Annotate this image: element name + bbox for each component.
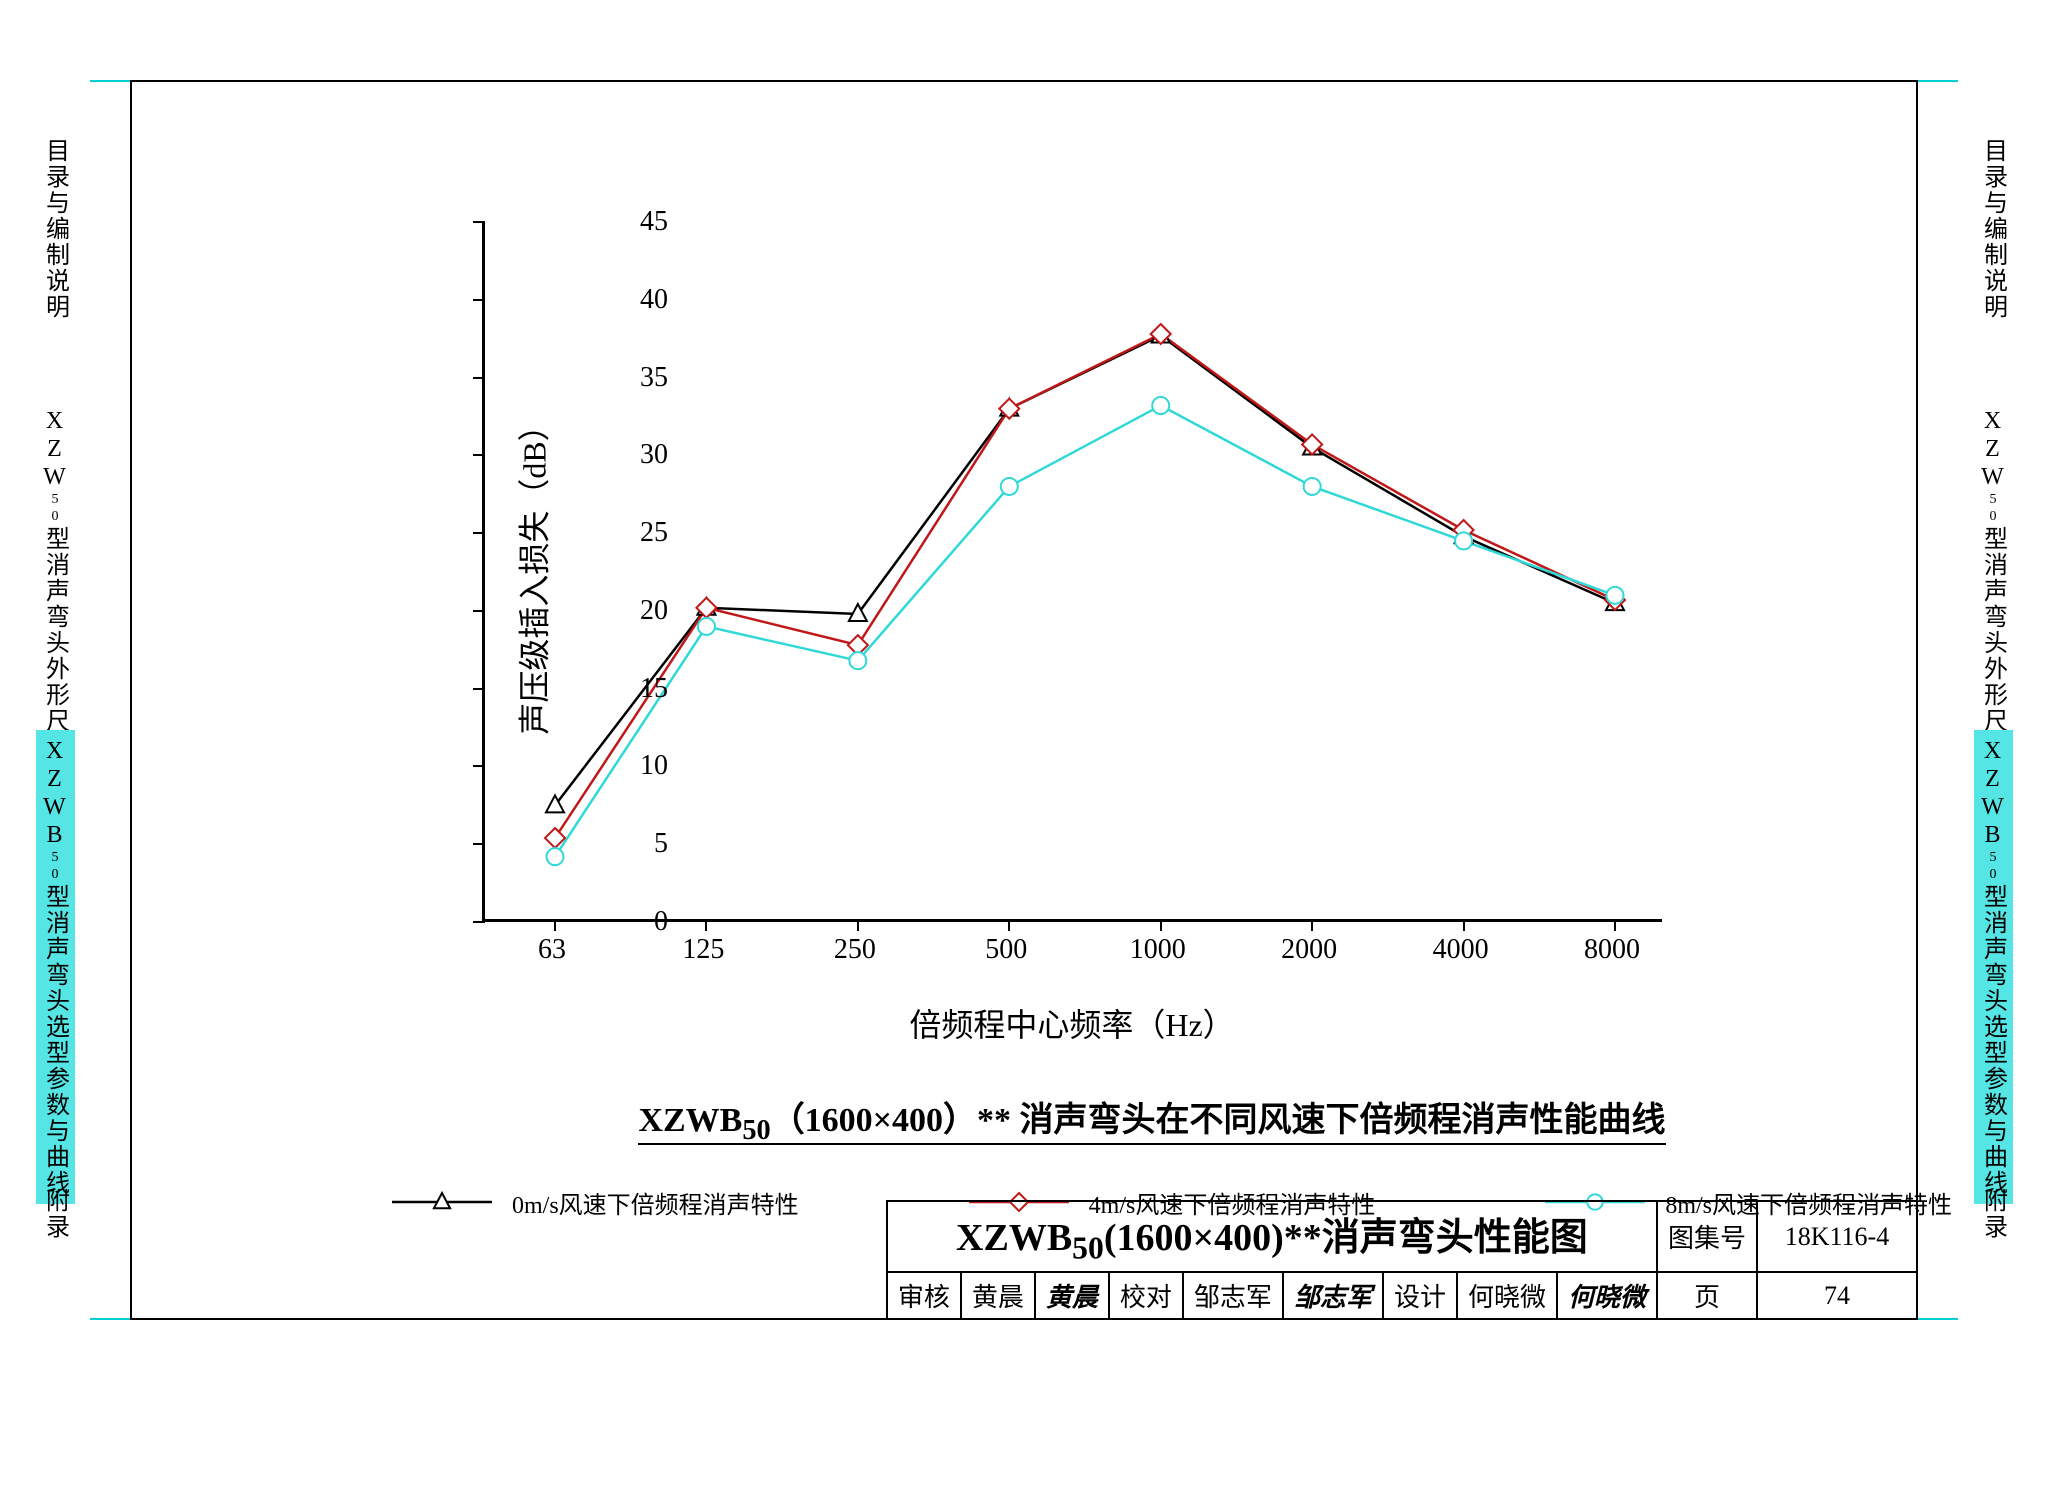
review-name: 黄晨 — [961, 1272, 1035, 1319]
y-tick-label: 40 — [640, 284, 668, 316]
x-tick — [1614, 919, 1616, 931]
y-tick — [473, 921, 485, 923]
y-tick-label: 45 — [640, 206, 668, 238]
y-tick — [473, 299, 485, 301]
x-tick — [1160, 919, 1162, 931]
x-axis-label: 倍频程中心频率（Hz） — [909, 1000, 1234, 1046]
y-tick-label: 35 — [640, 362, 668, 394]
review-label: 审核 — [887, 1272, 961, 1319]
x-tick-label: 250 — [834, 934, 876, 966]
x-tick-label: 8000 — [1584, 934, 1640, 966]
chart-caption: XZWB50（1600×400）** 消声弯头在不同风速下倍频程消声性能曲线 — [502, 1092, 1802, 1147]
y-tick-label: 20 — [640, 595, 668, 627]
review-signature: 黄晨 — [1035, 1272, 1109, 1319]
y-tick-label: 10 — [640, 750, 668, 782]
y-tick — [473, 765, 485, 767]
y-tick — [473, 377, 485, 379]
design-signature: 何晓微 — [1557, 1272, 1657, 1319]
side-label-toc-r: 目录与编制说明 — [1974, 130, 2013, 328]
set-number-label: 图集号 — [1657, 1201, 1757, 1272]
line-chart-svg — [485, 222, 1665, 922]
y-tick-label: 15 — [640, 673, 668, 705]
side-label-appendix-r: 附录 — [1974, 1180, 2013, 1248]
drawing-frame: 声压级插入损失（dB） 倍频程中心频率（Hz） 0 5 10 15 20 25 30 35 40… — [130, 80, 1918, 1320]
y-tick-label: 5 — [654, 828, 668, 860]
y-tick — [473, 610, 485, 612]
x-tick-label: 1000 — [1130, 934, 1186, 966]
x-tick — [1311, 919, 1313, 931]
x-tick-label: 500 — [985, 934, 1027, 966]
y-tick — [473, 532, 485, 534]
x-tick-label: 63 — [538, 934, 566, 966]
side-label-appendix: 附录 — [36, 1180, 75, 1248]
plot-area — [482, 222, 1662, 922]
y-tick — [473, 454, 485, 456]
x-tick — [705, 919, 707, 931]
page-label: 页 — [1657, 1272, 1757, 1319]
y-tick — [473, 843, 485, 845]
x-tick — [1008, 919, 1010, 931]
drawing-title: XZWB50(1600×400)**消声弯头性能图 — [887, 1201, 1657, 1272]
chart-area: 声压级插入损失（dB） 倍频程中心频率（Hz） 0510152025303540… — [482, 222, 1862, 1002]
y-tick — [473, 221, 485, 223]
side-label-xzwb-active: XZWB50型消声弯头选型参数与曲线 — [36, 730, 75, 1204]
x-tick-label: 4000 — [1433, 934, 1489, 966]
y-tick-label: 30 — [640, 439, 668, 471]
legend-item-0: 0m/s风速下倍频程消声特性 — [392, 1185, 799, 1220]
y-tick-label: 0 — [654, 906, 668, 938]
x-tick — [1463, 919, 1465, 931]
x-tick — [554, 919, 556, 931]
title-block: XZWB50(1600×400)**消声弯头性能图 图集号 18K116-4 审… — [886, 1200, 1918, 1320]
legend-label-0: 0m/s风速下倍频程消声特性 — [512, 1185, 799, 1220]
page-value: 74 — [1757, 1272, 1917, 1319]
side-label-xzwb-active-r: XZWB50型消声弯头选型参数与曲线 — [1974, 730, 2013, 1204]
design-label: 设计 — [1383, 1272, 1457, 1319]
x-tick — [857, 919, 859, 931]
x-tick-label: 2000 — [1281, 934, 1337, 966]
y-axis-label: 声压级插入损失（dB） — [510, 409, 556, 734]
y-tick-label: 25 — [640, 517, 668, 549]
y-tick — [473, 688, 485, 690]
check-signature: 邹志军 — [1283, 1272, 1383, 1319]
check-name: 邹志军 — [1183, 1272, 1283, 1319]
design-name: 何晓微 — [1457, 1272, 1557, 1319]
set-number-value: 18K116-4 — [1757, 1201, 1917, 1272]
x-tick-label: 125 — [682, 934, 724, 966]
check-label: 校对 — [1109, 1272, 1183, 1319]
side-label-toc: 目录与编制说明 — [36, 130, 75, 328]
